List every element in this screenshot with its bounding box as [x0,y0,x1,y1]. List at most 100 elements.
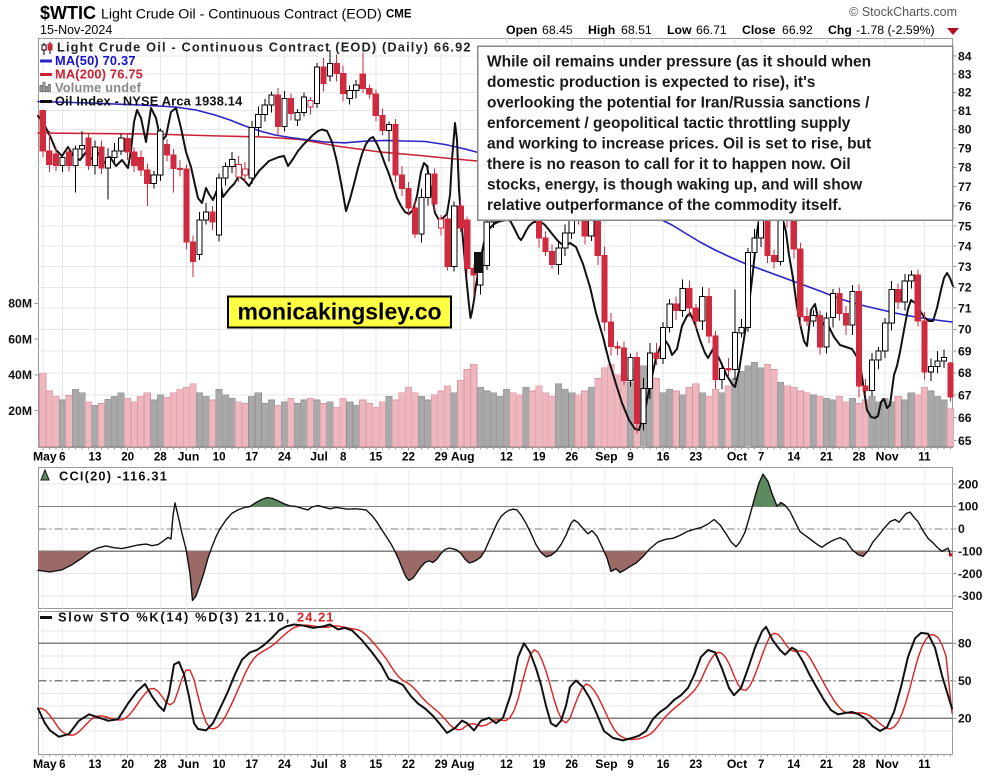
svg-text:10: 10 [213,451,226,464]
svg-text:68.51: 68.51 [621,23,652,37]
svg-text:68.45: 68.45 [542,23,573,37]
svg-text:75: 75 [958,219,972,233]
svg-text:78: 78 [958,161,972,175]
svg-text:Jun: Jun [178,757,200,771]
svg-text:11: 11 [918,758,931,771]
svg-text:66.71: 66.71 [696,23,727,37]
svg-text:Low: Low [667,23,692,37]
svg-text:28: 28 [154,451,167,464]
svg-text:© StockCharts.com: © StockCharts.com [849,5,957,19]
svg-text:72: 72 [958,281,972,295]
svg-text:24: 24 [278,758,291,771]
svg-text:66: 66 [958,411,972,425]
svg-text:and working to increase prices: and working to increase prices. Oil is s… [487,136,871,153]
svg-text:Volume undef: Volume undef [55,80,142,95]
svg-text:29: 29 [435,451,448,464]
svg-text:16: 16 [657,758,670,771]
svg-text:82: 82 [958,86,972,100]
svg-text:20: 20 [121,758,134,771]
svg-text:CME: CME [386,9,412,21]
svg-text:Jun: Jun [178,450,200,464]
svg-text:-200: -200 [958,567,983,581]
svg-text:9: 9 [627,451,634,464]
svg-text:17: 17 [245,758,258,771]
svg-text:Light Crude Oil - Continuous C: Light Crude Oil - Continuous Contract (E… [101,7,382,23]
svg-text:8: 8 [340,758,347,771]
svg-text:14: 14 [787,758,800,771]
svg-text:-1.78 (-2.59%): -1.78 (-2.59%) [856,23,935,37]
svg-text:71: 71 [958,301,972,315]
svg-text:12: 12 [500,758,513,771]
svg-text:$WTIC: $WTIC [40,3,96,23]
svg-text:6: 6 [59,451,66,464]
svg-text:domestic production is expecte: domestic production is expected to rise)… [487,74,815,91]
svg-text:8: 8 [340,451,347,464]
svg-text:Nov: Nov [876,757,899,771]
svg-text:21: 21 [820,451,833,464]
svg-text:70: 70 [958,323,972,337]
svg-text:84: 84 [958,49,972,63]
svg-text:High: High [588,23,615,37]
svg-text:80M: 80M [8,297,32,311]
svg-text:Oct: Oct [727,450,747,464]
svg-text:200: 200 [958,477,979,491]
svg-text:Oil Index - NYSE Arca 1938.14: Oil Index - NYSE Arca 1938.14 [55,94,243,109]
svg-text:79: 79 [958,141,972,155]
svg-text:28: 28 [853,451,866,464]
svg-text:May: May [33,450,57,464]
svg-text:10: 10 [213,758,226,771]
svg-text:CCI(20) -116.31: CCI(20) -116.31 [59,469,168,484]
svg-text:Chg: Chg [828,23,852,37]
svg-text:Slow STO %K(14) %D(3) 21.10,: Slow STO %K(14) %D(3) 21.10, [58,610,291,625]
svg-text:12: 12 [500,451,513,464]
svg-text:15-Nov-2024: 15-Nov-2024 [40,23,112,37]
svg-text:40M: 40M [8,368,32,382]
svg-text:24.21: 24.21 [297,610,335,625]
svg-text:monicakingsley.co: monicakingsley.co [237,299,441,325]
svg-text:Jul: Jul [310,757,328,771]
svg-text:23: 23 [689,451,702,464]
svg-text:Oct: Oct [727,757,747,771]
svg-text:0: 0 [958,522,965,536]
svg-text:76: 76 [958,199,972,213]
svg-text:Light Crude Oil - Continuous C: Light Crude Oil - Continuous Contract (E… [57,40,472,55]
svg-text:-100: -100 [958,545,983,559]
svg-text:Aug: Aug [451,450,475,464]
svg-text:20: 20 [121,451,134,464]
svg-text:50: 50 [958,674,972,688]
svg-text:17: 17 [245,451,258,464]
svg-text:While oil remains under pressu: While oil remains under pressure (as it … [487,54,871,71]
svg-text:81: 81 [958,104,972,118]
svg-text:19: 19 [533,451,546,464]
svg-text:28: 28 [853,758,866,771]
svg-text:Close: Close [742,23,776,37]
svg-text:67: 67 [958,388,972,402]
svg-text:23: 23 [689,758,702,771]
svg-text:29: 29 [435,758,448,771]
svg-text:60M: 60M [8,332,32,346]
svg-text:May: May [33,757,57,771]
svg-text:20M: 20M [8,404,32,418]
svg-text:9: 9 [627,758,634,771]
svg-text:24: 24 [278,451,291,464]
svg-text:14: 14 [787,451,800,464]
svg-text:13: 13 [89,451,102,464]
svg-text:100: 100 [958,500,979,514]
svg-text:74: 74 [958,239,972,253]
svg-text:-300: -300 [958,589,983,603]
svg-text:28: 28 [154,758,167,771]
svg-text:26: 26 [565,758,578,771]
svg-text:73: 73 [958,260,972,274]
svg-text:80: 80 [958,123,972,137]
svg-text:77: 77 [958,180,972,194]
svg-text:stocks, energy, is though waki: stocks, energy, is though waking up, and… [487,177,863,194]
svg-text:MA(200) 76.75: MA(200) 76.75 [55,67,143,82]
svg-text:Jul: Jul [310,450,328,464]
svg-text:enforcement / geopolitical tac: enforcement / geopolitical tactic thrott… [487,115,851,132]
svg-text:Sep: Sep [595,450,617,464]
svg-text:6: 6 [59,758,66,771]
svg-text:66.92: 66.92 [782,23,813,37]
svg-text:Nov: Nov [876,450,899,464]
svg-text:13: 13 [89,758,102,771]
svg-text:there is no reason to call for: there is no reason to call for it to hap… [487,156,851,173]
